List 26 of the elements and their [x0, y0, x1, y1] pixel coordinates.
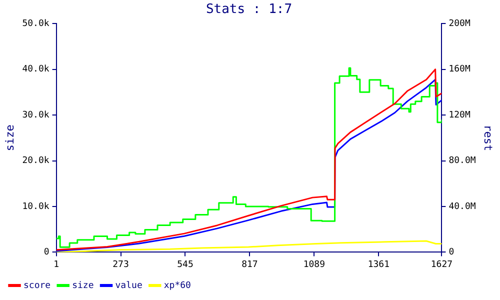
x-tick-label: 273: [112, 260, 129, 270]
y2-tick-label: 160M: [448, 64, 471, 75]
y2-tick-label: 200M: [448, 18, 471, 29]
y-tick-label: 20.0k: [22, 156, 50, 166]
legend-label: value: [115, 280, 142, 291]
y2-tick-label: 120M: [448, 110, 471, 120]
legend-label: xp*60: [164, 280, 191, 291]
y-tick-label: 0: [44, 248, 50, 258]
x-tick-label: 1627: [430, 260, 453, 270]
x-tick-label: 817: [242, 260, 258, 270]
x-tick-label: 1089: [303, 260, 326, 270]
y-tick-label: 10.0k: [22, 202, 50, 212]
x-tick-label: 1: [54, 260, 60, 270]
chart-title: Stats : 1:7: [206, 2, 292, 18]
y-tick-label: 50.0k: [22, 18, 50, 29]
y2-tick-label: 80.0M: [448, 156, 476, 166]
y2-tick-label: 40.0M: [448, 202, 476, 212]
y2-tick-label: 0: [448, 248, 454, 258]
legend-label: size: [72, 280, 94, 291]
y-tick-label: 40.0k: [22, 64, 50, 75]
y-axis-title: size: [3, 124, 16, 152]
legend-label: score: [24, 280, 51, 291]
x-tick-label: 1361: [368, 260, 390, 270]
y2-axis-title: rest: [482, 124, 495, 152]
x-tick-label: 545: [177, 260, 194, 270]
y-tick-label: 30.0k: [22, 110, 50, 120]
